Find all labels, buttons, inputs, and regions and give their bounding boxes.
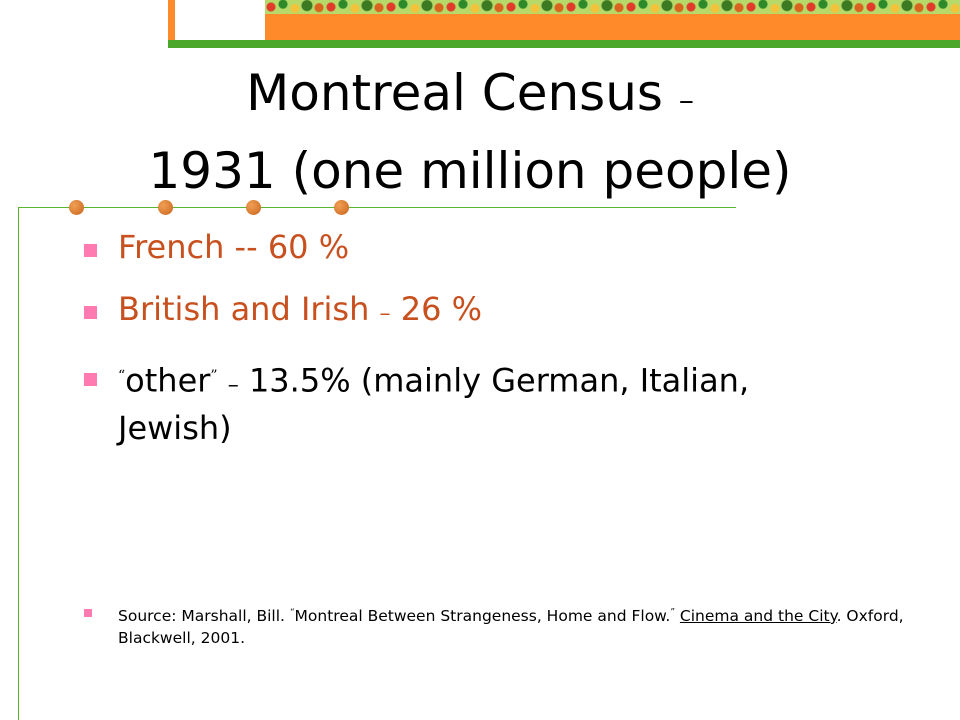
bullet-marker — [84, 306, 97, 319]
banner-gap — [175, 0, 265, 40]
bullet-value: 13.5% (mainly German, Italian, Jewish) — [118, 361, 750, 447]
decorative-dot — [246, 200, 261, 215]
source-prefix: Source: Marshall, Bill. — [118, 607, 285, 626]
source-book-title: Cinema and the City — [679, 607, 837, 626]
bullet-text: other — [125, 361, 211, 400]
slide-title: Montreal Census – 1931 (one million peop… — [60, 58, 880, 206]
bullet-item-british-irish: British and Irish – 26 % — [84, 288, 804, 335]
bullet-list: French -- 60 % British and Irish – 26 % … — [84, 226, 804, 469]
decorative-dot — [158, 200, 173, 215]
title-divider-line — [18, 207, 736, 208]
left-border-line — [18, 207, 19, 720]
bullet-dash: – — [227, 372, 239, 398]
bullet-item-other: “other” – 13.5% (mainly German, Italian,… — [84, 355, 804, 449]
bullet-marker — [84, 373, 97, 386]
bullet-text: British and Irish — [118, 290, 370, 328]
bullet-dash: – — [379, 301, 391, 326]
title-line-2: 1931 (one million people) — [148, 142, 792, 200]
banner-floral-pattern — [265, 0, 960, 14]
title-dash: – — [678, 83, 694, 118]
source-citation: Source: Marshall, Bill. “Montreal Betwee… — [84, 602, 908, 649]
decorative-dot — [69, 200, 84, 215]
bullet-marker — [84, 244, 97, 257]
bullet-text: French -- 60 % — [118, 228, 350, 266]
decorative-dot — [334, 200, 349, 215]
bullet-item-french: French -- 60 % — [84, 226, 804, 268]
close-quote: ” — [670, 608, 675, 618]
open-quote: “ — [289, 608, 295, 618]
close-quote: ” — [210, 368, 218, 384]
open-quote: “ — [118, 368, 126, 384]
title-line-1: Montreal Census — [246, 64, 663, 122]
bullet-marker — [84, 609, 92, 617]
bullet-value: 26 % — [400, 290, 483, 328]
source-article: Montreal Between Strangeness, Home and F… — [294, 607, 671, 626]
source-suffix: . Oxford, Blackwell, 2001. — [118, 607, 904, 648]
